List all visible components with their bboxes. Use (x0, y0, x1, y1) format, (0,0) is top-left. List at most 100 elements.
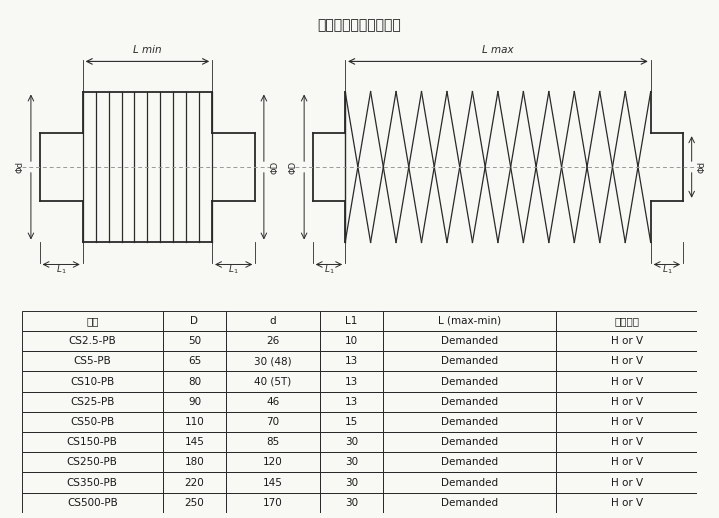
Text: 110: 110 (185, 417, 204, 427)
Bar (163, 371, 226, 392)
Bar (383, 331, 556, 351)
Text: Demanded: Demanded (441, 397, 498, 407)
Text: CS5-PB: CS5-PB (73, 356, 111, 366)
Text: CS500-PB: CS500-PB (67, 498, 118, 508)
Bar (320, 472, 383, 493)
Text: 风箱式防护套规格尺寸: 风箱式防护套规格尺寸 (318, 18, 401, 32)
Text: 安装方式: 安装方式 (614, 316, 639, 326)
Text: CS10-PB: CS10-PB (70, 377, 114, 386)
Text: 70: 70 (267, 417, 280, 427)
Text: H or V: H or V (610, 437, 643, 447)
Text: 220: 220 (185, 478, 204, 487)
Bar (226, 371, 320, 392)
Text: H or V: H or V (610, 498, 643, 508)
Bar (226, 392, 320, 412)
Text: 170: 170 (263, 498, 283, 508)
Bar (383, 452, 556, 472)
Bar (383, 493, 556, 513)
Bar (383, 472, 556, 493)
Text: $L_1$: $L_1$ (324, 264, 334, 276)
Bar (22, 472, 163, 493)
Bar (163, 472, 226, 493)
Text: 30: 30 (345, 498, 358, 508)
Text: d: d (270, 316, 276, 326)
Text: 40 (5T): 40 (5T) (255, 377, 292, 386)
Bar (163, 331, 226, 351)
Text: Demanded: Demanded (441, 336, 498, 346)
Bar (556, 331, 697, 351)
Bar (320, 331, 383, 351)
Text: 90: 90 (188, 397, 201, 407)
Bar (383, 392, 556, 412)
Text: CS250-PB: CS250-PB (67, 457, 118, 467)
Bar (22, 311, 163, 331)
Bar (556, 392, 697, 412)
Text: 13: 13 (345, 397, 358, 407)
Text: 80: 80 (188, 377, 201, 386)
Bar (226, 351, 320, 371)
Bar (383, 351, 556, 371)
Bar (320, 392, 383, 412)
Text: CS350-PB: CS350-PB (67, 478, 118, 487)
Text: 10: 10 (345, 336, 358, 346)
Bar (556, 311, 697, 331)
Text: Demanded: Demanded (441, 437, 498, 447)
Bar (22, 452, 163, 472)
Bar (556, 472, 697, 493)
Bar (320, 311, 383, 331)
Bar (383, 311, 556, 331)
Bar (163, 392, 226, 412)
Bar (22, 331, 163, 351)
Text: D: D (191, 316, 198, 326)
Text: Φd: Φd (698, 161, 707, 173)
Text: 30 (48): 30 (48) (255, 356, 292, 366)
Text: Demanded: Demanded (441, 417, 498, 427)
Bar (556, 432, 697, 452)
Text: $L_1$: $L_1$ (56, 264, 66, 276)
Text: Φd: Φd (16, 161, 24, 173)
Text: ΦD: ΦD (289, 161, 298, 174)
Text: Demanded: Demanded (441, 498, 498, 508)
Bar (22, 392, 163, 412)
Text: 145: 145 (185, 437, 204, 447)
Bar (320, 452, 383, 472)
Text: 65: 65 (188, 356, 201, 366)
Bar (320, 351, 383, 371)
Bar (226, 412, 320, 432)
Text: CS2.5-PB: CS2.5-PB (68, 336, 116, 346)
Text: 30: 30 (345, 437, 358, 447)
Text: Demanded: Demanded (441, 478, 498, 487)
Text: 15: 15 (345, 417, 358, 427)
Text: H or V: H or V (610, 336, 643, 346)
Text: 145: 145 (263, 478, 283, 487)
Text: H or V: H or V (610, 356, 643, 366)
Text: H or V: H or V (610, 478, 643, 487)
Text: H or V: H or V (610, 457, 643, 467)
Bar (226, 331, 320, 351)
Bar (163, 432, 226, 452)
Bar (22, 412, 163, 432)
Text: L min: L min (133, 45, 162, 55)
Bar (163, 351, 226, 371)
Bar (383, 412, 556, 432)
Text: ΦD: ΦD (270, 161, 279, 174)
Text: 120: 120 (263, 457, 283, 467)
Bar (22, 371, 163, 392)
Bar (383, 371, 556, 392)
Bar (22, 351, 163, 371)
Text: 46: 46 (267, 397, 280, 407)
Bar (163, 452, 226, 472)
Text: H or V: H or V (610, 417, 643, 427)
Text: Demanded: Demanded (441, 356, 498, 366)
Bar (163, 412, 226, 432)
Bar (22, 432, 163, 452)
Text: 180: 180 (185, 457, 204, 467)
Bar (556, 452, 697, 472)
Text: L max: L max (482, 45, 513, 55)
Bar (320, 432, 383, 452)
Bar (383, 432, 556, 452)
Text: 85: 85 (267, 437, 280, 447)
Text: 26: 26 (267, 336, 280, 346)
Bar (226, 432, 320, 452)
Text: Demanded: Demanded (441, 457, 498, 467)
